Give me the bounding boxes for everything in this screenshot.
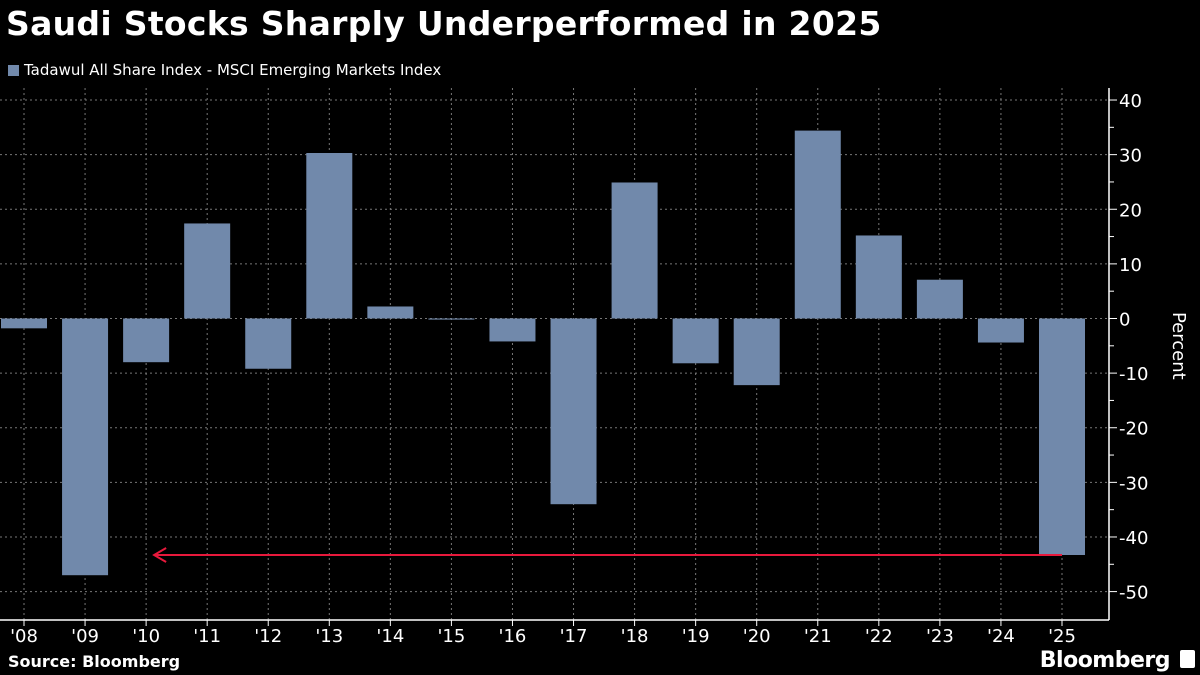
bar-13 (306, 152, 353, 319)
x-tick-label: '20 (743, 626, 771, 647)
y-tick-label: -50 (1119, 583, 1148, 604)
x-tick-label: '21 (804, 626, 832, 647)
bar-11 (184, 223, 231, 319)
y-tick-label: 30 (1119, 146, 1142, 167)
bar-14 (367, 306, 414, 319)
y-tick-label: -40 (1119, 528, 1148, 549)
annotation-arrow-head (152, 547, 167, 563)
bar-19 (672, 318, 719, 364)
bar-12 (245, 318, 292, 369)
x-tick-label: '17 (560, 626, 588, 647)
x-tick-label: '15 (437, 626, 465, 647)
bar-15 (428, 318, 475, 320)
chart-title: Saudi Stocks Sharply Underperformed in 2… (6, 4, 882, 43)
x-tick-label: '23 (926, 626, 954, 647)
x-tick-label: '08 (10, 626, 38, 647)
y-tick-label: -30 (1119, 473, 1148, 494)
bar-17 (550, 318, 597, 505)
bar-09 (62, 318, 109, 576)
legend-swatch (8, 64, 19, 76)
source-note: Source: Bloomberg (8, 652, 181, 671)
y-tick-label: 40 (1119, 91, 1142, 112)
bloomberg-logo: Bloomberg (1039, 648, 1171, 673)
bar-16 (489, 318, 536, 342)
x-tick-label: '11 (193, 626, 221, 647)
bar-10 (123, 318, 170, 363)
y-tick-label: -20 (1119, 419, 1148, 440)
bar-25 (1039, 318, 1085, 556)
x-tick-label: '09 (71, 626, 99, 647)
y-tick-label: 10 (1119, 255, 1142, 276)
legend-label: Tadawul All Share Index - MSCI Emerging … (24, 61, 442, 79)
bar-18 (611, 182, 658, 319)
bar-23 (916, 279, 963, 319)
x-tick-label: '10 (132, 626, 160, 647)
x-tick-label: '25 (1048, 626, 1076, 647)
x-tick-label: '24 (987, 626, 1015, 647)
y-tick-label: -10 (1119, 364, 1148, 385)
y-axis-label: Percent (1168, 312, 1189, 380)
legend: Tadawul All Share Index - MSCI Emerging … (8, 61, 441, 79)
x-tick-label: '12 (254, 626, 282, 647)
bar-24 (977, 318, 1024, 343)
bar-20 (733, 318, 780, 386)
bar-22 (855, 235, 902, 319)
bloomberg-chart-icon (1180, 650, 1195, 668)
bar-08 (1, 318, 47, 329)
x-tick-label: '16 (499, 626, 527, 647)
y-tick-label: 20 (1119, 200, 1142, 221)
x-tick-label: '19 (682, 626, 710, 647)
x-tick-label: '22 (865, 626, 893, 647)
x-tick-label: '18 (621, 626, 649, 647)
y-tick-label: 0 (1119, 309, 1130, 330)
bar-21 (794, 130, 841, 319)
x-tick-label: '14 (376, 626, 404, 647)
x-tick-label: '13 (315, 626, 343, 647)
